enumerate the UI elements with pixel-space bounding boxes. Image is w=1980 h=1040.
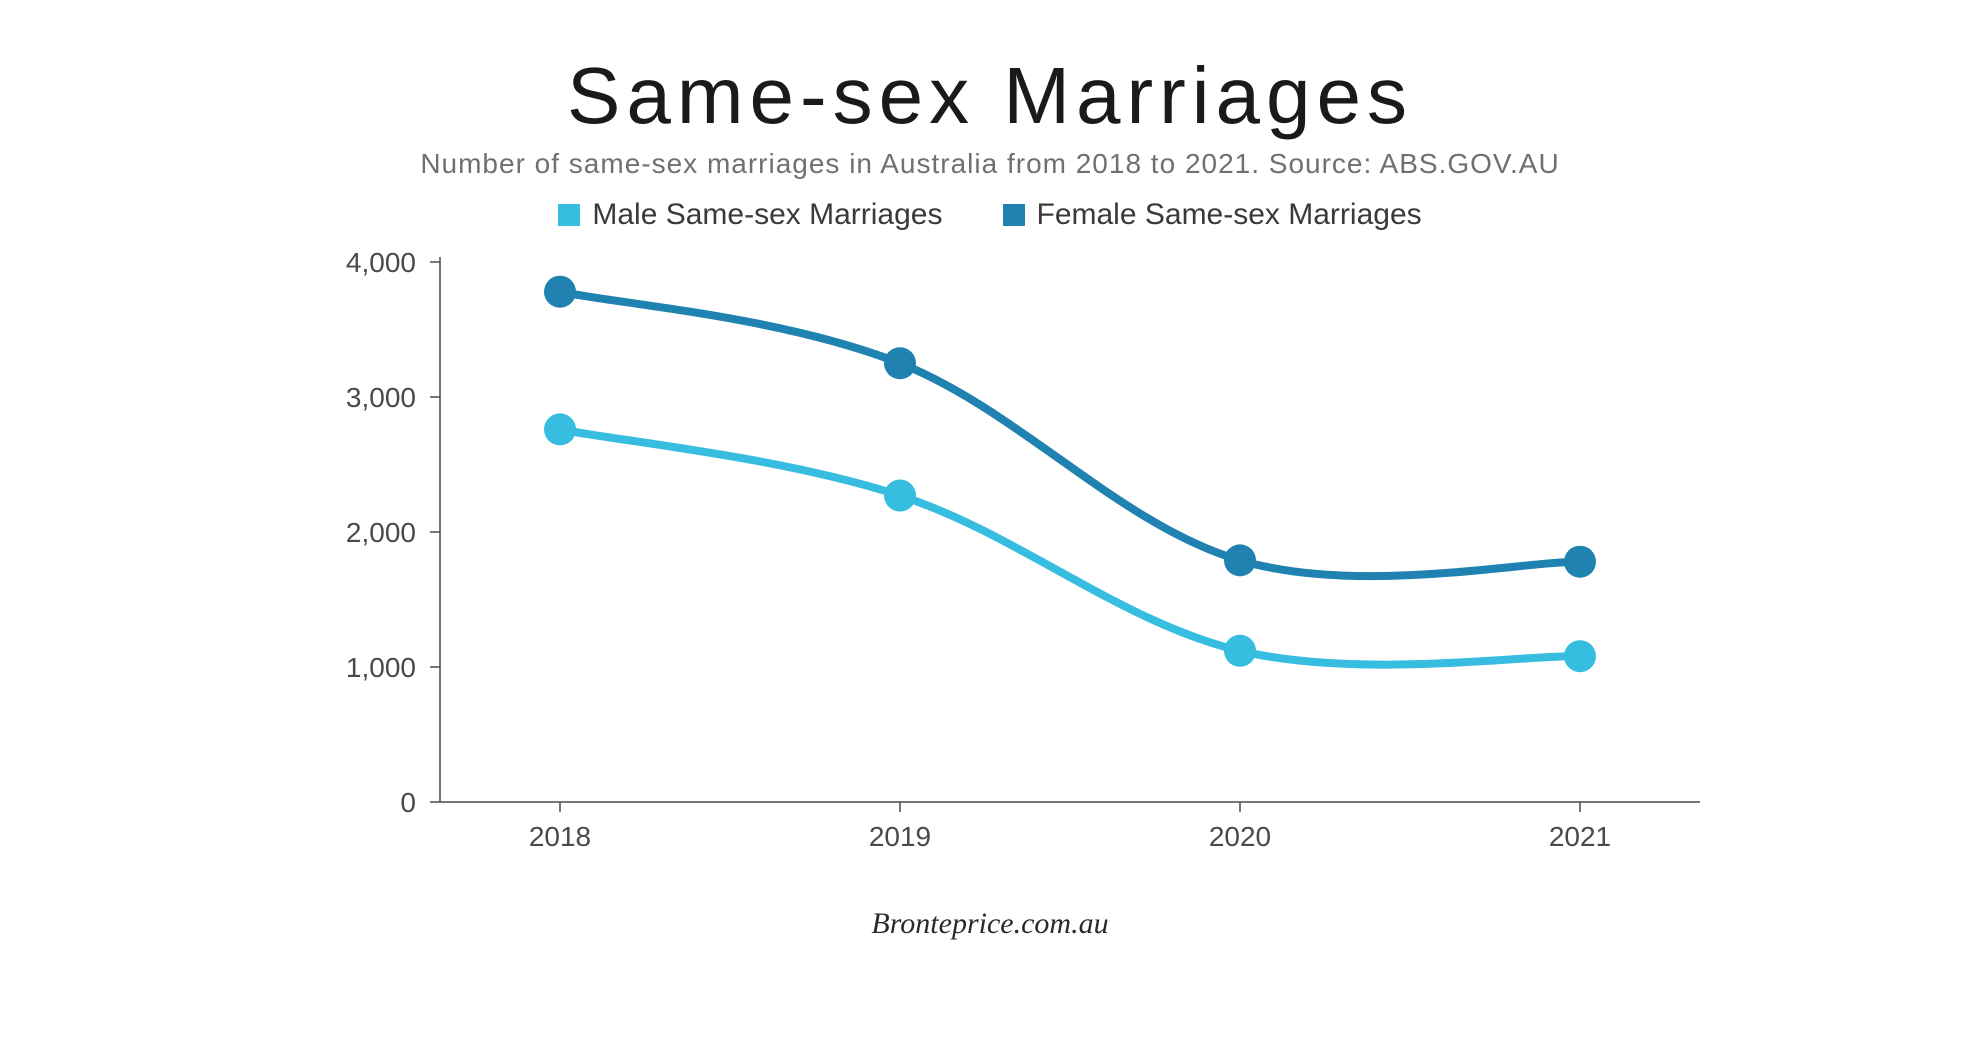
svg-text:2020: 2020 [1209,821,1271,852]
svg-text:2018: 2018 [529,821,591,852]
svg-text:4,000: 4,000 [346,247,416,278]
svg-text:1,000: 1,000 [346,652,416,683]
legend-item-female: Female Same-sex Marriages [1003,198,1422,232]
legend-swatch-female [1003,204,1025,226]
chart-credit: Bronteprice.com.au [871,907,1108,941]
chart-title: Same-sex Marriages [567,50,1413,142]
svg-text:2,000: 2,000 [346,517,416,548]
chart-container: Same-sex Marriages Number of same-sex ma… [0,0,1980,1040]
legend-swatch-male [558,204,580,226]
legend-label-male: Male Same-sex Marriages [592,198,942,232]
svg-text:2021: 2021 [1549,821,1611,852]
svg-text:2019: 2019 [869,821,931,852]
line-chart-svg: 0 1,000 2,000 3,000 4,000 2018 2019 2020 2021 [240,242,1740,882]
chart-plot: 0 1,000 2,000 3,000 4,000 2018 2019 2020 2021 [240,242,1740,887]
svg-text:0: 0 [400,787,416,818]
legend-label-female: Female Same-sex Marriages [1037,198,1422,232]
svg-text:3,000: 3,000 [346,382,416,413]
chart-subtitle: Number of same-sex marriages in Australi… [420,148,1559,180]
chart-legend: Male Same-sex Marriages Female Same-sex … [558,198,1421,232]
legend-item-male: Male Same-sex Marriages [558,198,942,232]
